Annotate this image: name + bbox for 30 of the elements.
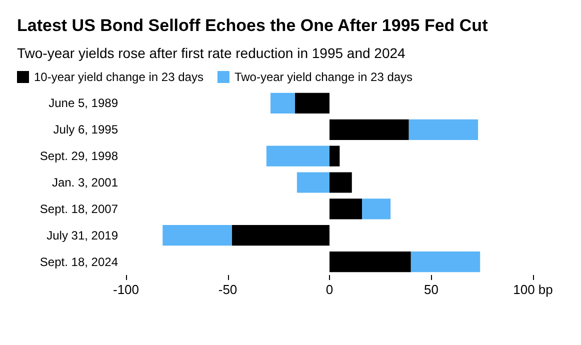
x-tick-label: 50 [424, 282, 438, 297]
y-tick-label: June 5, 1989 [48, 96, 118, 110]
chart-subtitle: Two-year yields rose after first rate reduction in 1995 and 2024 [17, 45, 406, 61]
x-tick-label: 0 [326, 282, 334, 297]
bar [270, 92, 295, 114]
y-tick-label: Sept. 29, 1998 [40, 149, 118, 164]
y-tick-label: Sept. 18, 2024 [40, 254, 118, 269]
x-tick-label: 100 bp [513, 282, 553, 297]
legend-label: Two-year yield change in 23 days [234, 70, 413, 84]
legend-label: 10-year yield change in 23 days [34, 70, 204, 84]
bar [266, 146, 330, 166]
x-tick-label: -100 [112, 282, 140, 297]
bar [162, 225, 232, 246]
bar [232, 225, 330, 246]
y-tick-label: July 6, 1995 [53, 122, 118, 137]
bar [330, 251, 411, 272]
bar [296, 172, 330, 193]
bar [330, 146, 340, 166]
chart-title: Latest US Bond Selloff Echoes the One After 1995 Fed Cut [17, 16, 488, 35]
y-tick-label: Sept. 18, 2007 [40, 202, 118, 216]
y-tick-label: July 31, 2019 [46, 228, 118, 242]
bar [410, 251, 480, 272]
bar [362, 198, 391, 220]
bar [408, 119, 478, 140]
bar [330, 198, 362, 220]
bar [330, 172, 352, 193]
y-tick-label: Jan. 3, 2001 [52, 176, 118, 190]
bar [294, 92, 330, 114]
x-tick-label: -50 [218, 282, 238, 297]
bar [330, 119, 409, 140]
